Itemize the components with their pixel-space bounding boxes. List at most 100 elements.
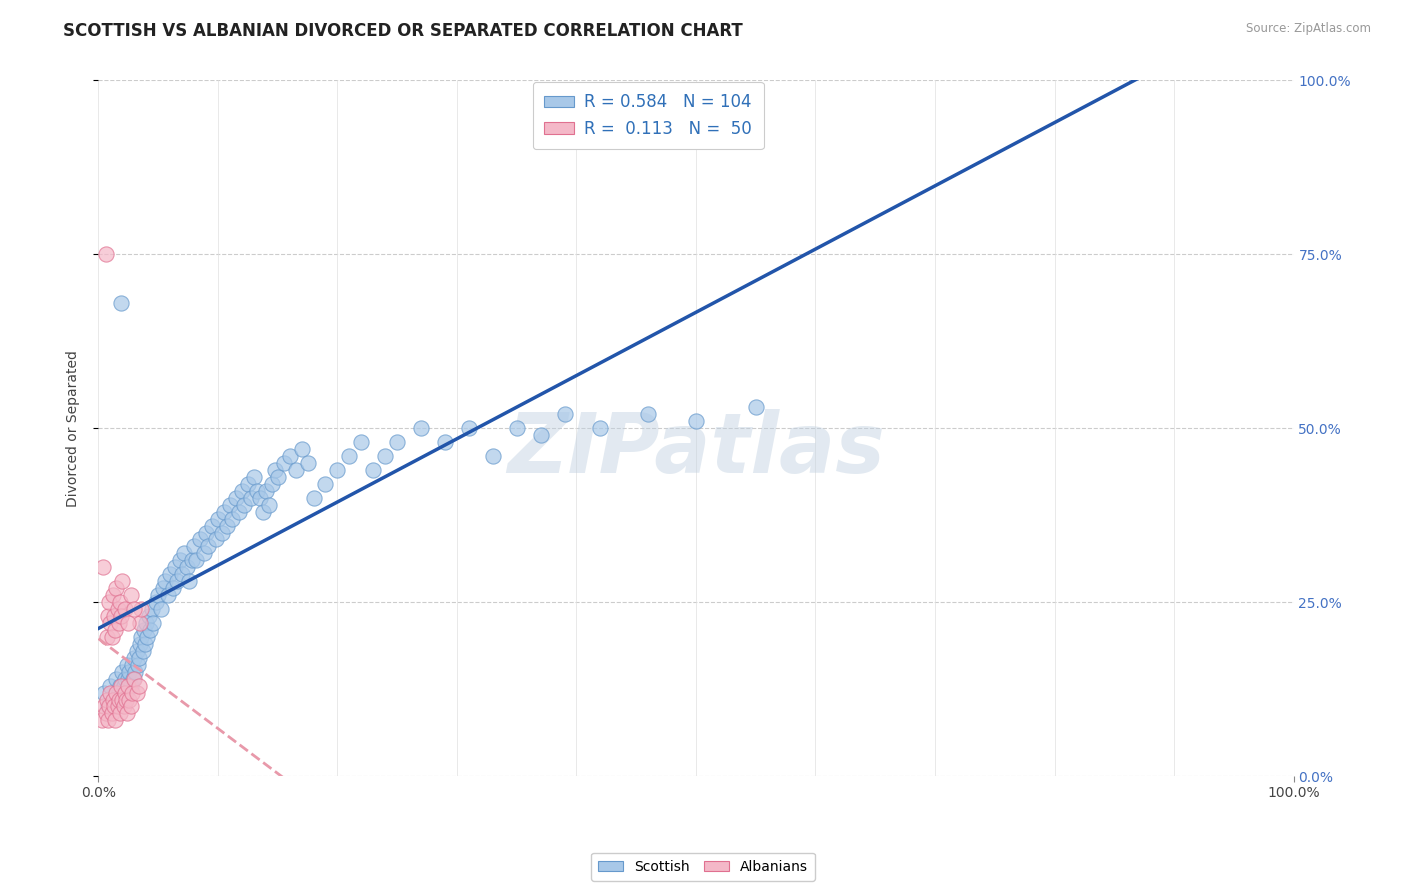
Point bbox=[139, 623, 162, 637]
Point bbox=[201, 518, 224, 533]
Point bbox=[433, 435, 456, 450]
Point bbox=[246, 483, 269, 498]
Point bbox=[107, 685, 129, 699]
Point bbox=[211, 525, 233, 540]
Point bbox=[236, 476, 259, 491]
Point bbox=[156, 588, 179, 602]
Point bbox=[107, 699, 129, 714]
Point bbox=[94, 247, 117, 261]
Point bbox=[554, 407, 576, 421]
Point bbox=[115, 685, 138, 699]
Point bbox=[162, 581, 184, 595]
Point bbox=[100, 706, 122, 721]
Point bbox=[110, 296, 132, 310]
Point bbox=[111, 574, 134, 589]
Point bbox=[98, 595, 121, 609]
Point bbox=[98, 615, 122, 630]
Point bbox=[183, 540, 205, 554]
Point bbox=[173, 546, 195, 560]
Point bbox=[96, 630, 118, 644]
Point bbox=[166, 574, 188, 589]
Point bbox=[217, 518, 239, 533]
Point bbox=[221, 511, 243, 525]
Point bbox=[169, 553, 191, 567]
Point bbox=[110, 679, 132, 693]
Point bbox=[121, 657, 143, 672]
Point bbox=[129, 637, 152, 651]
Point bbox=[104, 623, 127, 637]
Point bbox=[186, 553, 208, 567]
Point bbox=[107, 602, 129, 616]
Point bbox=[179, 574, 201, 589]
Point bbox=[138, 609, 160, 624]
Point bbox=[108, 679, 131, 693]
Point bbox=[172, 567, 194, 582]
Point bbox=[243, 470, 266, 484]
Point bbox=[145, 595, 167, 609]
Point bbox=[110, 609, 132, 624]
Point bbox=[115, 706, 138, 721]
Point bbox=[637, 407, 659, 421]
Point bbox=[124, 650, 146, 665]
Point bbox=[745, 401, 768, 415]
Point bbox=[104, 714, 127, 728]
Point bbox=[132, 623, 155, 637]
Point bbox=[231, 483, 253, 498]
Point bbox=[374, 449, 396, 463]
Point bbox=[176, 560, 198, 574]
Point bbox=[302, 491, 325, 505]
Point bbox=[120, 679, 142, 693]
Point bbox=[98, 685, 122, 699]
Point bbox=[120, 588, 142, 602]
Point bbox=[142, 615, 165, 630]
Point bbox=[225, 491, 247, 505]
Point bbox=[589, 421, 612, 435]
Point bbox=[284, 463, 307, 477]
Point bbox=[155, 574, 177, 589]
Point bbox=[458, 421, 481, 435]
Point bbox=[194, 525, 218, 540]
Point bbox=[481, 449, 505, 463]
Point bbox=[97, 714, 120, 728]
Point bbox=[115, 657, 138, 672]
Point bbox=[108, 706, 131, 721]
Point bbox=[411, 421, 433, 435]
Point bbox=[212, 505, 235, 519]
Point bbox=[114, 602, 136, 616]
Point bbox=[188, 533, 211, 547]
Point bbox=[259, 498, 281, 512]
Point bbox=[159, 567, 181, 582]
Point bbox=[249, 491, 271, 505]
Legend: Scottish, Albanians: Scottish, Albanians bbox=[591, 853, 815, 880]
Point bbox=[101, 692, 124, 706]
Point bbox=[117, 672, 139, 686]
Point bbox=[115, 692, 138, 706]
Point bbox=[96, 692, 118, 706]
Point bbox=[506, 421, 529, 435]
Point bbox=[105, 581, 128, 595]
Point bbox=[105, 685, 128, 699]
Point bbox=[125, 685, 148, 699]
Point bbox=[93, 685, 115, 699]
Text: ZIPatlas: ZIPatlas bbox=[508, 409, 884, 490]
Point bbox=[121, 685, 143, 699]
Text: Source: ZipAtlas.com: Source: ZipAtlas.com bbox=[1246, 22, 1371, 36]
Point bbox=[114, 685, 136, 699]
Text: SCOTTISH VS ALBANIAN DIVORCED OR SEPARATED CORRELATION CHART: SCOTTISH VS ALBANIAN DIVORCED OR SEPARAT… bbox=[63, 22, 742, 40]
Y-axis label: Divorced or Separated: Divorced or Separated bbox=[66, 350, 80, 507]
Point bbox=[91, 714, 114, 728]
Point bbox=[128, 679, 150, 693]
Point bbox=[136, 630, 159, 644]
Point bbox=[117, 679, 139, 693]
Point bbox=[267, 470, 290, 484]
Point bbox=[107, 615, 129, 630]
Point bbox=[103, 699, 125, 714]
Point bbox=[131, 644, 153, 658]
Point bbox=[114, 672, 136, 686]
Point bbox=[260, 476, 283, 491]
Point bbox=[100, 630, 122, 644]
Point bbox=[97, 699, 120, 714]
Point bbox=[219, 498, 242, 512]
Point bbox=[197, 540, 219, 554]
Point bbox=[101, 692, 124, 706]
